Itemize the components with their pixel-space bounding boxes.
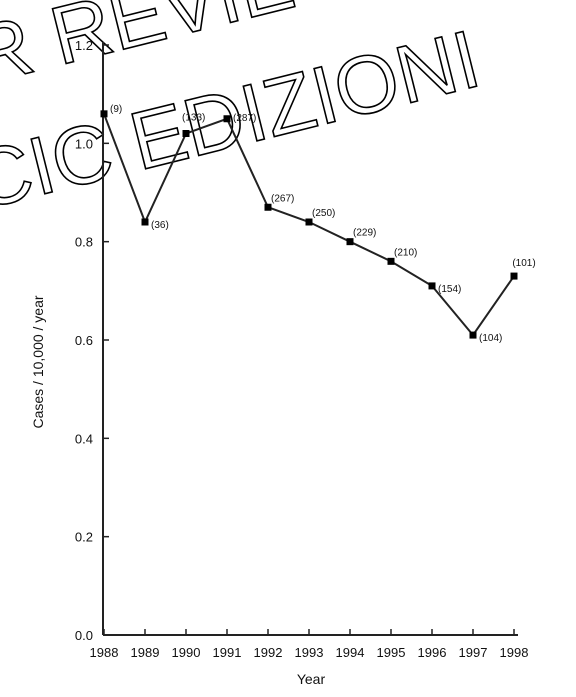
data-point [182, 130, 190, 137]
data-point [346, 238, 354, 246]
y-tick-label: 1.0 [75, 136, 93, 151]
y-axis-label: Cases / 10,000 / year [30, 295, 46, 428]
x-tick-label: 1996 [418, 645, 447, 660]
data-point [100, 110, 108, 118]
axes: 0.0 0.2 0.4 0.6 0.8 1.0 1.2 1988 1989 1990 1991 199… [75, 38, 529, 660]
y-tick-label: 0.6 [75, 333, 93, 348]
data-label: (267) [271, 193, 294, 204]
data-label: (229) [353, 228, 376, 239]
data-label: (9) [110, 104, 122, 115]
x-tick-label: 1997 [459, 645, 488, 660]
x-tick-label: 1993 [295, 645, 324, 660]
y-tick-label: 1.2 [75, 38, 93, 53]
data-point [305, 218, 313, 226]
y-tick-label: 0.0 [75, 628, 93, 643]
data-label: (210) [394, 247, 417, 258]
y-tick-label: 0.2 [75, 530, 93, 545]
data-label: (36) [151, 220, 169, 231]
data-point [141, 218, 149, 226]
x-tick-label: 1991 [213, 645, 242, 660]
x-tick-label: 1992 [254, 645, 283, 660]
data-label: (154) [438, 284, 461, 295]
data-label: (101) [512, 258, 535, 269]
x-tick-label: 1988 [90, 645, 119, 660]
y-tick-label: 0.8 [75, 235, 93, 250]
x-tick-label: 1994 [336, 645, 365, 660]
x-tick-label: 1990 [172, 645, 201, 660]
y-tick-label: 0.4 [75, 431, 93, 446]
x-tick-label: 1998 [500, 645, 529, 660]
data-point [469, 331, 477, 339]
data-point [428, 282, 436, 290]
x-axis-label: Year [297, 671, 326, 687]
data-label: (250) [312, 208, 335, 219]
data-point [264, 203, 272, 211]
x-tick-label: 1989 [131, 645, 160, 660]
data-point [387, 257, 395, 265]
plot-area: (9) (36) (133) (287) (267) (250) (229) (210) (15… [100, 104, 536, 344]
data-label: (104) [479, 333, 502, 344]
data-point [223, 115, 231, 123]
x-tick-label: 1995 [377, 645, 406, 660]
data-label: (287) [233, 113, 256, 124]
data-point [510, 272, 518, 280]
data-label: (133) [182, 113, 205, 124]
